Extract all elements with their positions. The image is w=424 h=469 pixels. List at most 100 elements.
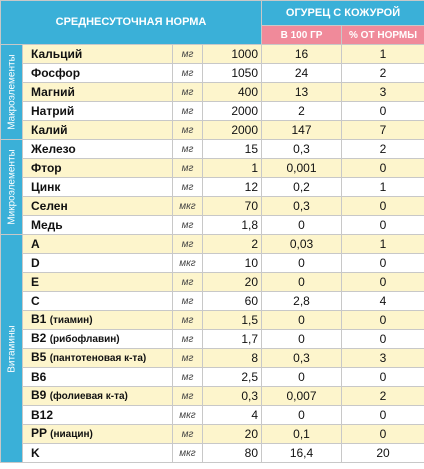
nutrient-name-text: B9 xyxy=(31,388,47,402)
table-row: Калий мг 2000 147 7 xyxy=(1,120,424,140)
unit-cell: мг xyxy=(172,348,203,368)
per100-cell: 0,2 xyxy=(261,177,343,197)
nutrient-name-text: K xyxy=(31,445,40,460)
norm-cell: 60 xyxy=(201,291,263,311)
nutrient-name: K xyxy=(22,443,173,463)
norm-cell: 70 xyxy=(201,196,263,216)
unit-cell: мкг xyxy=(172,196,203,216)
unit-cell: мг xyxy=(172,291,203,311)
table-row: Макроэлементы Кальций мг 1000 16 1 xyxy=(0,44,424,140)
per100-cell: 0,3 xyxy=(261,348,343,368)
nutrient-name: Кальций xyxy=(22,44,173,64)
nutrient-name: Магний xyxy=(22,82,173,102)
unit-cell: мг xyxy=(172,158,203,178)
nutrient-name: B5 (пантотеновая к-та) xyxy=(22,348,173,368)
nutrient-name-text: Цинк xyxy=(31,179,61,194)
unit-cell: мг xyxy=(172,234,203,254)
table-row: B1 (тиамин) мг 1,5 0 0 xyxy=(1,310,424,330)
norm-cell: 80 xyxy=(201,443,263,463)
per100-cell: 0,007 xyxy=(261,386,343,406)
nutrient-name: B2 (рибофлавин) xyxy=(22,329,173,349)
percent-cell: 1 xyxy=(341,44,424,64)
nutrient-name-text: D xyxy=(31,255,40,270)
percent-cell: 1 xyxy=(341,177,424,197)
per100-cell: 24 xyxy=(261,63,343,83)
percent-cell: 0 xyxy=(341,196,424,216)
nutrient-name-text: B2 xyxy=(31,331,47,345)
per100-cell: 0 xyxy=(261,253,343,273)
per100-cell: 147 xyxy=(261,120,343,140)
nutrient-name: Цинк xyxy=(22,177,173,197)
table-row: B9 (фолиевая к-та) мг 0,3 0,007 2 xyxy=(1,386,424,406)
nutrient-name: C xyxy=(22,291,173,311)
norm-cell: 1000 xyxy=(201,44,263,64)
percent-cell: 0 xyxy=(341,329,424,349)
norm-cell: 20 xyxy=(201,424,263,444)
norm-cell: 2 xyxy=(201,234,263,254)
percent-cell: 4 xyxy=(341,291,424,311)
unit-cell: мг xyxy=(172,424,203,444)
norm-cell: 8 xyxy=(201,348,263,368)
nutrient-name-text: Фтор xyxy=(31,160,62,175)
unit-cell: мг xyxy=(172,101,203,121)
nutrient-name-text: Натрий xyxy=(31,103,75,118)
percent-cell: 0 xyxy=(341,405,424,425)
percent-cell: 20 xyxy=(341,443,424,463)
percent-cell: 3 xyxy=(341,82,424,102)
nutrient-name: B9 (фолиевая к-та) xyxy=(22,386,173,406)
norm-cell: 2000 xyxy=(201,120,263,140)
per100-cell: 2 xyxy=(261,101,343,121)
group-label-vitamins: Витамины xyxy=(0,234,23,463)
nutrient-subname: (рибофлавин) xyxy=(49,334,120,345)
nutrient-name: Железо xyxy=(22,139,173,159)
table-row: Фтор мг 1 0,001 0 xyxy=(1,158,424,178)
percent-cell: 0 xyxy=(341,253,424,273)
percent-cell: 0 xyxy=(341,158,424,178)
nutrient-subname: (фолиевая к-та) xyxy=(49,391,128,402)
table-row: Фосфор мг 1050 24 2 xyxy=(1,63,424,83)
percent-cell: 3 xyxy=(341,348,424,368)
unit-cell: мг xyxy=(172,82,203,102)
nutrient-name-text: Медь xyxy=(31,217,63,232)
nutrient-name: E xyxy=(22,272,173,292)
table-row: Магний мг 400 13 3 xyxy=(1,82,424,102)
table-row: Цинк мг 12 0,2 1 xyxy=(1,177,424,197)
group-label-text: Витамины xyxy=(6,324,17,373)
nutrient-name: Медь xyxy=(22,215,173,235)
header-per100: В 100 ГР xyxy=(261,25,343,45)
unit-cell: мг xyxy=(172,44,203,64)
nutrient-name: B6 xyxy=(22,367,173,387)
table-row: Селен мкг 70 0,3 0 xyxy=(1,196,424,216)
per100-cell: 13 xyxy=(261,82,343,102)
header-percent: % ОТ НОРМЫ xyxy=(341,25,424,45)
norm-cell: 2,5 xyxy=(201,367,263,387)
nutrient-name: Натрий xyxy=(22,101,173,121)
nutrient-name-text: B5 xyxy=(31,350,47,364)
percent-cell: 2 xyxy=(341,63,424,83)
unit-cell: мг xyxy=(172,139,203,159)
norm-cell: 400 xyxy=(201,82,263,102)
nutrient-subname: (пантотеновая к-та) xyxy=(49,353,147,364)
norm-cell: 4 xyxy=(201,405,263,425)
per100-cell: 0,1 xyxy=(261,424,343,444)
nutrient-name: B1 (тиамин) xyxy=(22,310,173,330)
nutrient-name-text: B1 xyxy=(31,312,47,326)
percent-cell: 2 xyxy=(341,139,424,159)
percent-cell: 7 xyxy=(341,120,424,140)
nutrient-name: A xyxy=(22,234,173,254)
unit-cell: мкг xyxy=(172,405,203,425)
nutrient-name-text: A xyxy=(31,236,40,251)
nutrient-name: Фтор xyxy=(22,158,173,178)
nutrient-name: D xyxy=(22,253,173,273)
percent-cell: 2 xyxy=(341,386,424,406)
nutrient-name-text: B6 xyxy=(31,369,47,384)
per100-cell: 0,001 xyxy=(261,158,343,178)
group-label-micro: Микроэлементы xyxy=(0,139,23,235)
percent-cell: 0 xyxy=(341,367,424,387)
unit-cell: мг xyxy=(172,120,203,140)
norm-cell: 1,8 xyxy=(201,215,263,235)
unit-cell: мг xyxy=(172,63,203,83)
